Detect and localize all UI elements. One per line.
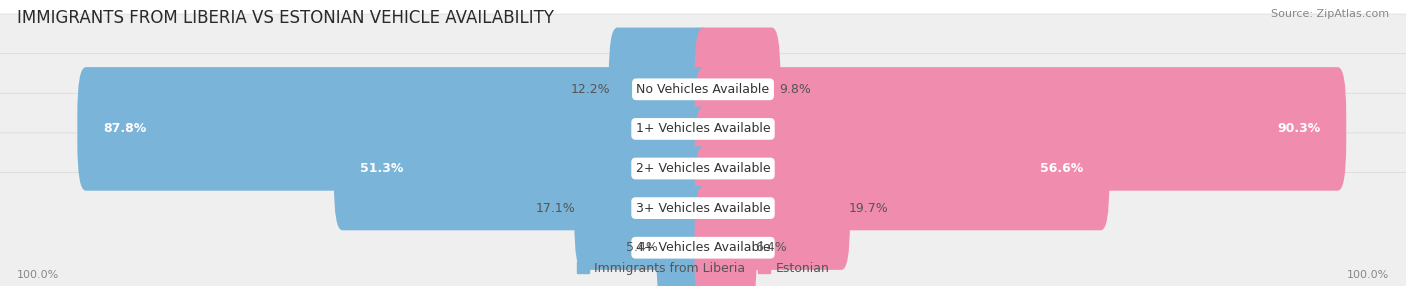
FancyBboxPatch shape — [609, 27, 711, 151]
Text: 100.0%: 100.0% — [1347, 270, 1389, 279]
Text: 6.4%: 6.4% — [755, 241, 787, 254]
Text: 12.2%: 12.2% — [571, 83, 610, 96]
Text: 90.3%: 90.3% — [1277, 122, 1320, 135]
Text: IMMIGRANTS FROM LIBERIA VS ESTONIAN VEHICLE AVAILABILITY: IMMIGRANTS FROM LIBERIA VS ESTONIAN VEHI… — [17, 9, 554, 27]
Text: 87.8%: 87.8% — [104, 122, 146, 135]
Text: 3+ Vehicles Available: 3+ Vehicles Available — [636, 202, 770, 214]
Text: 100.0%: 100.0% — [17, 270, 59, 279]
FancyBboxPatch shape — [0, 54, 1406, 204]
FancyBboxPatch shape — [0, 172, 1406, 286]
Text: 51.3%: 51.3% — [360, 162, 404, 175]
Text: 4+ Vehicles Available: 4+ Vehicles Available — [636, 241, 770, 254]
FancyBboxPatch shape — [0, 14, 1406, 164]
Legend: Immigrants from Liberia, Estonian: Immigrants from Liberia, Estonian — [572, 257, 834, 280]
FancyBboxPatch shape — [657, 186, 711, 286]
Text: 19.7%: 19.7% — [849, 202, 889, 214]
Text: 5.4%: 5.4% — [626, 241, 658, 254]
Text: 56.6%: 56.6% — [1040, 162, 1084, 175]
FancyBboxPatch shape — [695, 67, 1347, 191]
Text: 9.8%: 9.8% — [779, 83, 811, 96]
FancyBboxPatch shape — [77, 67, 711, 191]
Text: 1+ Vehicles Available: 1+ Vehicles Available — [636, 122, 770, 135]
Text: 2+ Vehicles Available: 2+ Vehicles Available — [636, 162, 770, 175]
Text: No Vehicles Available: No Vehicles Available — [637, 83, 769, 96]
FancyBboxPatch shape — [695, 27, 780, 151]
FancyBboxPatch shape — [695, 146, 849, 270]
Text: Source: ZipAtlas.com: Source: ZipAtlas.com — [1271, 9, 1389, 19]
FancyBboxPatch shape — [695, 107, 1109, 230]
FancyBboxPatch shape — [695, 186, 756, 286]
FancyBboxPatch shape — [0, 93, 1406, 244]
FancyBboxPatch shape — [335, 107, 711, 230]
FancyBboxPatch shape — [575, 146, 711, 270]
FancyBboxPatch shape — [0, 133, 1406, 283]
Text: 17.1%: 17.1% — [536, 202, 576, 214]
